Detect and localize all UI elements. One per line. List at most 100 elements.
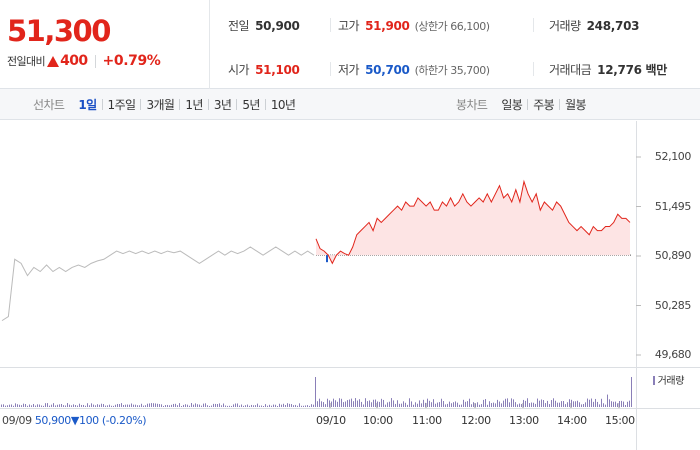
- volume-bar: [393, 400, 394, 407]
- volume-bar: [87, 403, 88, 407]
- volume-bar: [587, 398, 588, 407]
- line-period-tab-7[interactable]: 10년: [270, 98, 296, 112]
- volume-bar: [67, 403, 68, 407]
- volume-bar: [279, 403, 280, 407]
- volume-bar: [431, 402, 432, 407]
- volume-bar: [387, 402, 388, 407]
- volume-bar: [583, 404, 584, 407]
- volume-bar: [577, 400, 578, 407]
- volume-bar: [521, 404, 522, 407]
- volume-bar: [421, 403, 422, 407]
- volume-bar: [259, 405, 260, 407]
- volume-bar: [25, 404, 26, 407]
- candle-period-tab-1[interactable]: 일봉: [501, 98, 523, 112]
- volume-bar: [157, 403, 158, 407]
- volume-bar: [407, 404, 408, 407]
- volume-bar: [497, 399, 498, 407]
- intraday-chart: 09/09 50,900▼100 (-0.20%) 거래량 52,100 51,4…: [0, 121, 700, 450]
- volume-bar: [621, 400, 622, 407]
- volume-bar: [265, 404, 266, 407]
- upper-limit: (상한가 66,100): [414, 20, 490, 33]
- volume-bar: [503, 400, 504, 407]
- volume-bar: [561, 401, 562, 407]
- volume-bar: [117, 403, 118, 407]
- volume-bar: [189, 405, 190, 407]
- candle-period-tab-2[interactable]: 주봉: [533, 98, 555, 112]
- volume-bar: [517, 404, 518, 407]
- volume-legend-swatch: [652, 376, 655, 385]
- line-period-tab-3[interactable]: 3개월: [146, 98, 175, 112]
- volume-bar: [277, 405, 278, 407]
- up-triangle-icon: [47, 55, 60, 67]
- volume-bar: [91, 403, 92, 407]
- volume-bar: [201, 405, 202, 407]
- volume-bar: [509, 402, 510, 407]
- volume-bar: [335, 400, 336, 407]
- volume-bar: [203, 403, 204, 407]
- y-tick-label: 51,495: [654, 199, 691, 213]
- tab-divider: [179, 99, 181, 110]
- volume-bar: [319, 398, 320, 407]
- volume-bar: [603, 403, 604, 407]
- volume-bar: [9, 404, 10, 407]
- x-axis-label: 09/10: [316, 414, 346, 427]
- volume-bar: [467, 401, 468, 407]
- volume-bar: [419, 400, 420, 407]
- volume-bar: [69, 404, 70, 407]
- volume-bar: [453, 402, 454, 407]
- volume-bar: [411, 401, 412, 407]
- volume-bar: [585, 402, 586, 407]
- volume-bar: [123, 405, 124, 407]
- volume-bar: [95, 405, 96, 407]
- volume-bar: [597, 401, 598, 407]
- volume-bar: [313, 404, 314, 407]
- stat-prev-close: 전일 50,900: [228, 17, 300, 34]
- volume-bar: [461, 404, 462, 407]
- volume-bar: [373, 399, 374, 407]
- volume-bar: [371, 402, 372, 407]
- change-rate: +0.79%: [102, 53, 161, 69]
- volume-bar: [331, 401, 332, 407]
- volume-legend-label: 거래량: [657, 376, 685, 387]
- volume-bar: [531, 402, 532, 407]
- volume-bar: [165, 405, 166, 407]
- volume-bar: [251, 404, 252, 407]
- volume-bar: [311, 404, 312, 407]
- stat-low: 저가 50,700 (하한가 35,700): [338, 61, 490, 78]
- volume-bar: [477, 402, 478, 407]
- volume-bar: [211, 405, 212, 407]
- volume-bar: [401, 403, 402, 407]
- volume-bar: [47, 403, 48, 407]
- volume-bar: [329, 400, 330, 407]
- volume-bar: [7, 405, 8, 407]
- line-period-tab-5[interactable]: 3년: [213, 98, 232, 112]
- line-period-tab-6[interactable]: 5년: [242, 98, 260, 112]
- volume-bar: [171, 404, 172, 407]
- prev-day-change: 100: [78, 414, 99, 427]
- volume-bar: [297, 405, 298, 407]
- line-period-tab-2[interactable]: 1주일: [107, 98, 137, 112]
- volume-bar: [195, 403, 196, 407]
- line-period-tab-4[interactable]: 1년: [185, 98, 203, 112]
- volume-bar: [101, 403, 102, 407]
- volume-bar: [113, 405, 114, 407]
- volume-bar: [403, 401, 404, 407]
- candle-period-tab-3[interactable]: 월봉: [565, 98, 586, 112]
- candle-chart-tabs: 봉차트 일봉 주봉 월봉: [456, 89, 591, 120]
- volume-bar: [115, 404, 116, 407]
- volume-bar: [121, 403, 122, 407]
- volume-bar: [351, 398, 352, 407]
- stat-trade-value: 거래대금 12,776 백만: [549, 61, 667, 78]
- prev-day-date: 09/09: [2, 414, 32, 427]
- volume-bar: [23, 403, 24, 407]
- chart-tabs-bar: 선차트 1일 1주일 3개월 1년 3년 5년 10년 봉차트 일봉 주봉 월봉: [0, 89, 700, 120]
- volume-bar: [601, 398, 602, 407]
- current-price: 51,300: [7, 14, 111, 48]
- volume-bar: [617, 403, 618, 407]
- volume-bar: [429, 400, 430, 407]
- volume-bar: [417, 403, 418, 407]
- volume-bar: [515, 402, 516, 407]
- line-period-tab-1[interactable]: 1일: [78, 98, 97, 112]
- volume-bar: [485, 399, 486, 407]
- volume-bar: [565, 404, 566, 407]
